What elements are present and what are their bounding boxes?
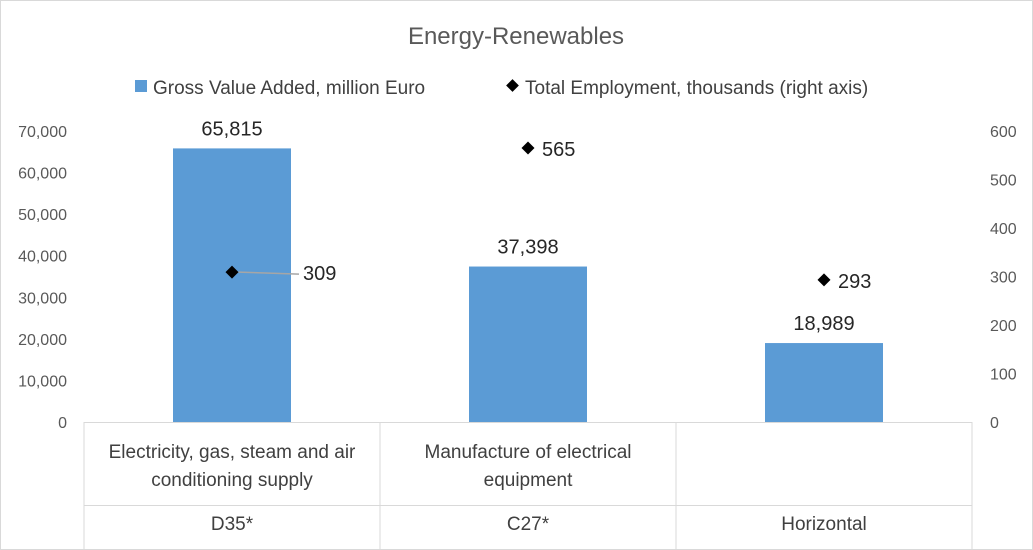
employment-value-label: 565 — [542, 139, 575, 161]
right-tick-label: 0 — [990, 415, 999, 432]
employment-point — [521, 141, 535, 155]
category-code-label: Horizontal — [781, 514, 867, 535]
left-tick-label: 50,000 — [18, 207, 67, 224]
employment-point — [817, 273, 831, 287]
right-tick-label: 600 — [990, 124, 1017, 141]
chart-title: Energy-Renewables — [408, 23, 624, 50]
bar — [765, 343, 883, 422]
right-tick-label: 400 — [990, 221, 1017, 238]
left-tick-label: 40,000 — [18, 249, 67, 266]
employment-point — [225, 265, 239, 279]
left-tick-label: 70,000 — [18, 124, 67, 141]
bar — [173, 148, 291, 422]
bar — [469, 266, 587, 422]
category-name-label: conditioning supply — [151, 470, 313, 491]
category-name-label: equipment — [484, 470, 573, 491]
employment-series: 309 565 293 — [225, 139, 871, 293]
category-name-label: Manufacture of electrical — [425, 442, 632, 463]
bar-series: 65,815 37,398 18,989 — [173, 118, 883, 422]
bar-value-label: 37,398 — [497, 237, 558, 259]
left-tick-label: 60,000 — [18, 166, 67, 183]
left-tick-label: 30,000 — [18, 290, 67, 307]
left-tick-label: 10,000 — [18, 373, 67, 390]
left-tick-label: 0 — [58, 415, 67, 432]
category-name-label: Electricity, gas, steam and air — [109, 442, 356, 463]
category-code-label: C27* — [507, 514, 550, 535]
legend-label-employment: Total Employment, thousands (right axis) — [525, 78, 868, 99]
left-axis: 0 10,000 20,000 30,000 40,000 50,000 60,000 70,… — [18, 124, 67, 432]
right-tick-label: 100 — [990, 367, 1017, 384]
legend-label-gva: Gross Value Added, million Euro — [153, 78, 425, 99]
legend-swatch-gva — [135, 80, 147, 92]
left-tick-label: 20,000 — [18, 332, 67, 349]
bar-value-label: 65,815 — [201, 118, 262, 140]
category-axis: Electricity, gas, steam and air condition… — [83, 422, 973, 550]
category-code-label: D35* — [211, 514, 254, 535]
right-tick-label: 500 — [990, 173, 1017, 190]
employment-value-label: 309 — [303, 263, 336, 285]
legend: Gross Value Added, million Euro Total Em… — [135, 78, 868, 99]
right-tick-label: 200 — [990, 318, 1017, 335]
employment-value-label: 293 — [838, 271, 871, 293]
leader-line — [238, 271, 300, 275]
right-tick-label: 300 — [990, 270, 1017, 287]
right-axis: 0 100 200 300 400 500 600 — [990, 124, 1017, 432]
bar-value-label: 18,989 — [793, 313, 854, 335]
